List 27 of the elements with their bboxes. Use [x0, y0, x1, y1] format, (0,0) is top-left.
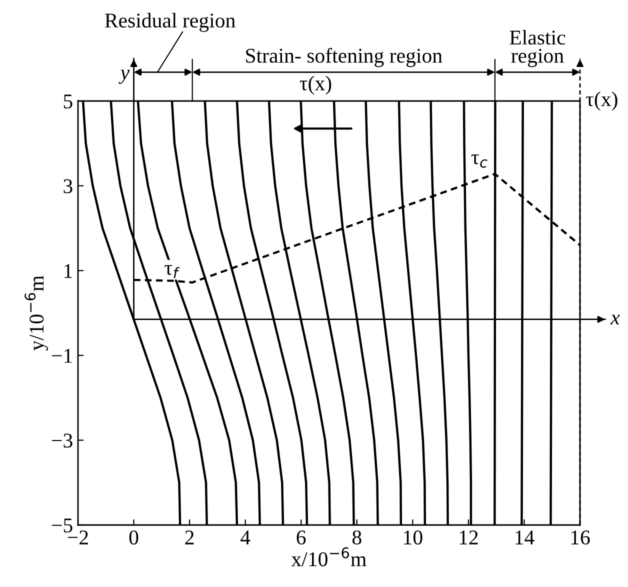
x-tick-label: 12: [460, 530, 478, 544]
y-tick-label: −1: [52, 348, 72, 363]
ref-line-label: τ(x): [586, 92, 618, 110]
y-tick-label: 1: [64, 264, 72, 278]
y-tick-label: 3: [64, 179, 72, 194]
y-tick-label: −3: [52, 434, 72, 448]
x-tick-label: 4: [240, 530, 250, 544]
x-tick-label: 10: [404, 530, 422, 545]
y-tick-label: 5: [64, 94, 72, 108]
y-tick-label: −5: [52, 518, 72, 532]
x-tick-label: 6: [296, 530, 306, 545]
y-axis-title: y/10$^{−6}$m: [24, 276, 48, 351]
x-tick-label: 8: [352, 530, 362, 545]
annotation: τ$_{f}$: [164, 265, 180, 278]
x-tick-label: 2: [185, 530, 194, 544]
text: Residual region: [104, 12, 236, 32]
ref-line-label: y: [118, 70, 130, 84]
x-tick-label: 16: [571, 530, 590, 545]
ref-line-label: x: [610, 314, 620, 324]
text: τ(x): [300, 76, 332, 95]
x-axis-title: x/10$^{−6}$m: [291, 547, 366, 566]
text: Elastic region: [510, 30, 566, 68]
annotation: τ$_{c}$: [471, 154, 488, 168]
x-tick-label: 0: [129, 530, 138, 545]
x-tick-label: 14: [516, 530, 534, 544]
text: Strain- softening region: [246, 48, 442, 68]
x-tick-label: −2: [68, 530, 88, 544]
